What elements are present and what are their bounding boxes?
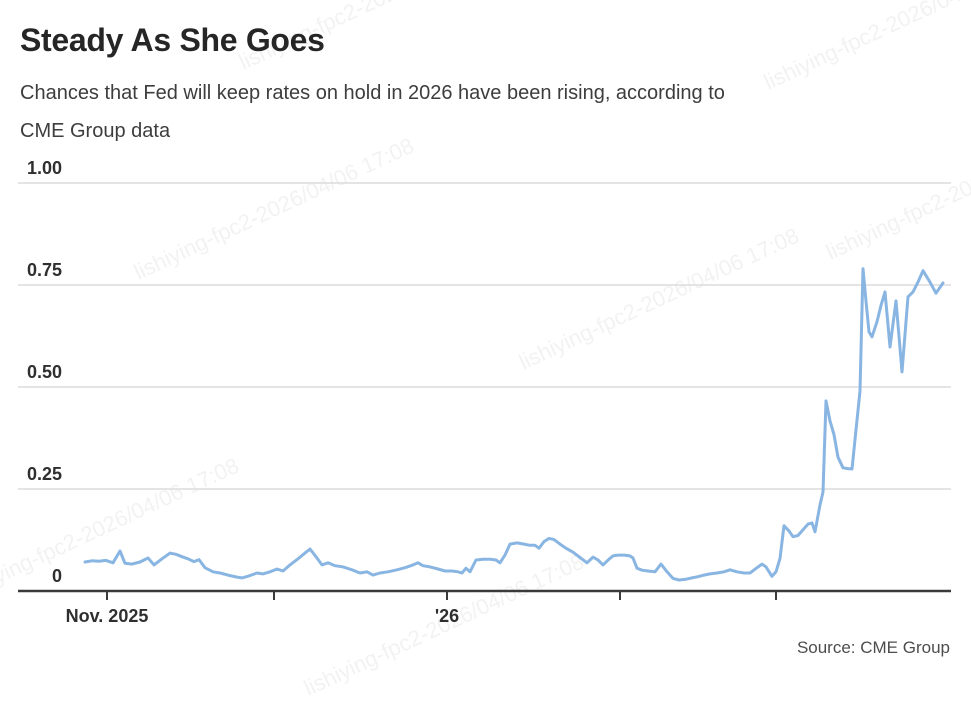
chart-title: Steady As She Goes: [20, 22, 325, 58]
y-axis-label-0.25: 0.25: [26, 464, 62, 484]
y-axis-label-0.75: 0.75: [26, 260, 62, 280]
source-credit: Source: CME Group: [796, 638, 950, 657]
y-axis-label-0.50: 0.50: [26, 362, 62, 382]
y-axis-label-1.00: 1.00: [26, 158, 62, 178]
data-line-series: [83, 267, 945, 582]
chart-subtitle-line-1: Chances that Fed will keep rates on hold…: [20, 82, 725, 104]
x-axis-label: '26: [434, 606, 460, 626]
chart-subtitle-line-2: CME Group data: [20, 120, 171, 142]
chart-subtitle: Chances that Fed will keep rates on hold…: [20, 74, 725, 150]
x-axis-label: Nov. 2025: [65, 606, 149, 626]
y-axis-label-0: 0: [51, 566, 62, 586]
